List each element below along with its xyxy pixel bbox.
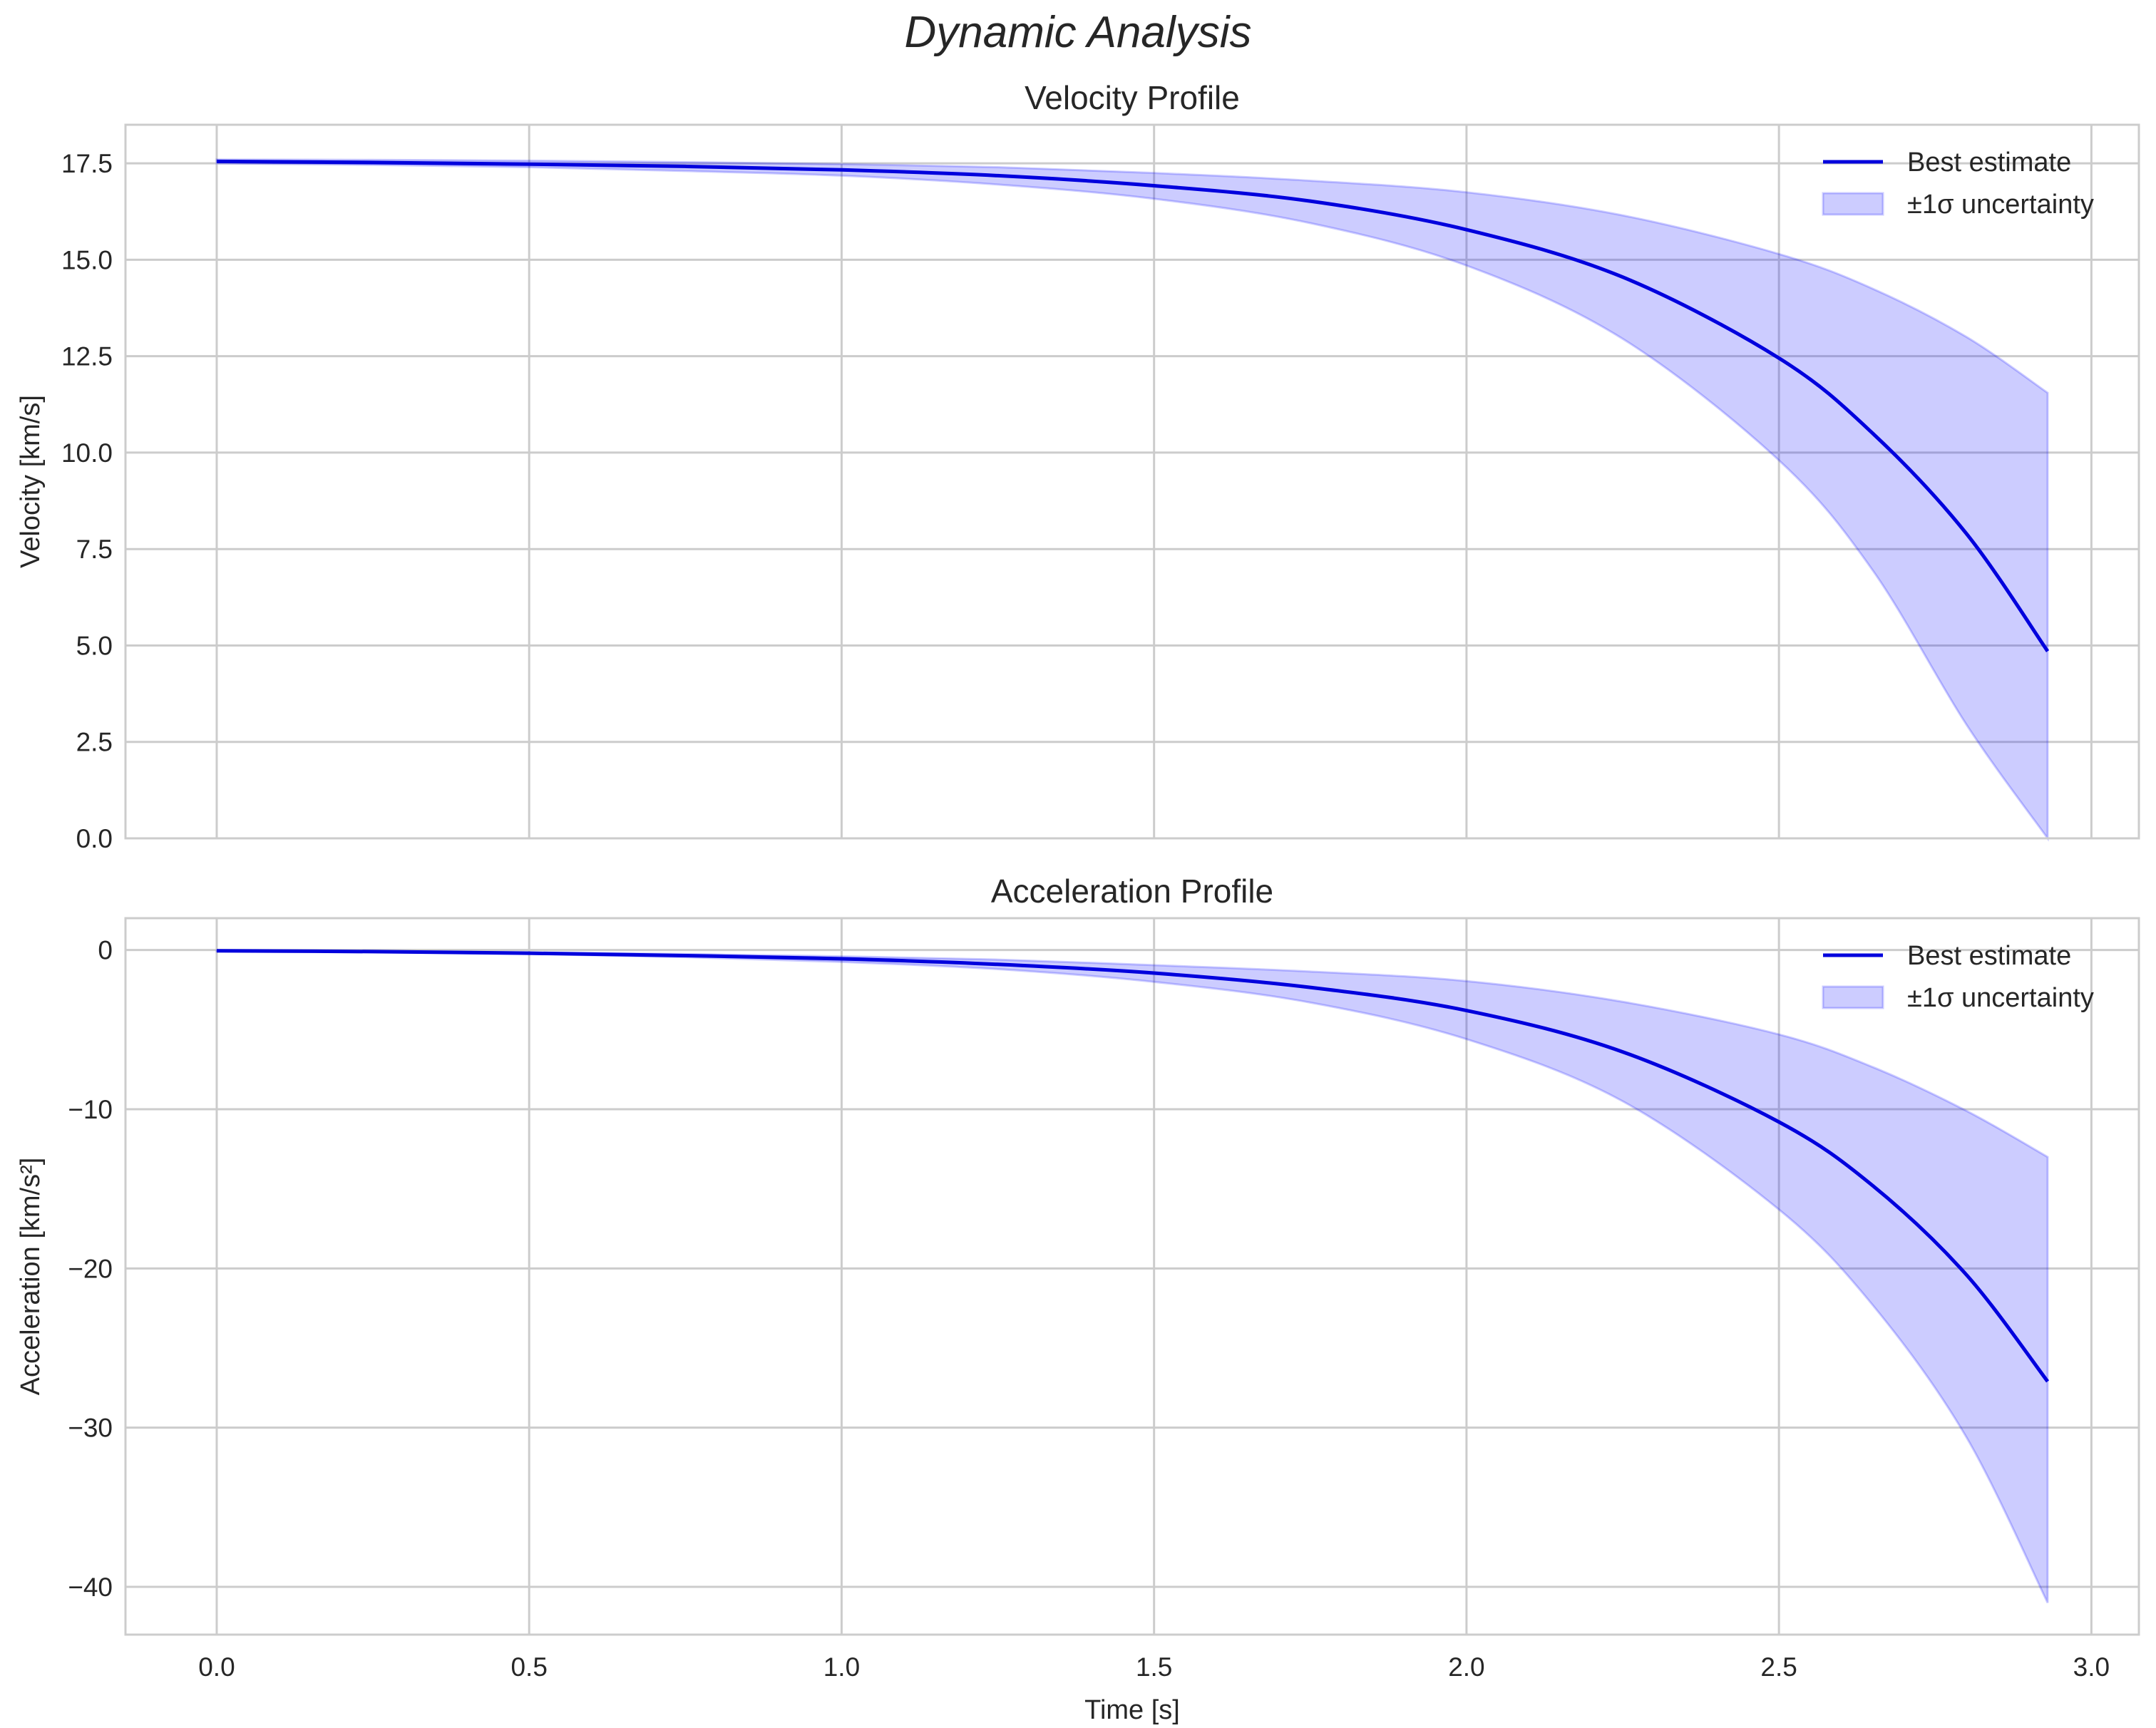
y-tick-label: 0 bbox=[98, 936, 113, 965]
x-tick-label: 2.0 bbox=[1448, 1652, 1484, 1682]
acceleration-best-estimate-line bbox=[216, 949, 2050, 1383]
legend-patch-swatch bbox=[1822, 192, 1884, 216]
velocity-plot-title: Velocity Profile bbox=[1025, 79, 1240, 116]
y-tick-label: 7.5 bbox=[76, 535, 113, 564]
velocity-y-tick-labels: 0.0 2.5 5.0 7.5 10.0 12.5 15.0 17.5 bbox=[61, 149, 113, 853]
x-tick-label: 2.5 bbox=[1760, 1652, 1797, 1682]
y-tick-label: 10.0 bbox=[61, 438, 113, 468]
acceleration-y-tick-labels: −40 −30 −20 −10 0 bbox=[68, 936, 113, 1602]
y-tick-label: −10 bbox=[68, 1095, 113, 1124]
legend-entry-uncertainty: ±1σ uncertainty bbox=[1907, 983, 2094, 1013]
x-axis-label: Time [s] bbox=[1084, 1695, 1180, 1725]
y-tick-label: −20 bbox=[68, 1254, 113, 1283]
x-tick-label: 0.0 bbox=[198, 1652, 235, 1682]
y-tick-label: 17.5 bbox=[61, 149, 113, 178]
velocity-best-estimate-line bbox=[216, 159, 2050, 652]
x-tick-label: 1.0 bbox=[823, 1652, 860, 1682]
velocity-axes-frame bbox=[124, 123, 2140, 840]
y-tick-label: −40 bbox=[68, 1573, 113, 1602]
legend-entry-best-estimate: Best estimate bbox=[1907, 941, 2071, 971]
acceleration-uncertainty-band bbox=[215, 950, 2049, 1603]
x-tick-label: 0.5 bbox=[510, 1652, 547, 1682]
legend-patch-swatch bbox=[1822, 985, 1884, 1009]
acceleration-axes-frame bbox=[124, 917, 2140, 1636]
x-tick-label: 3.0 bbox=[2073, 1652, 2110, 1682]
y-tick-label: 15.0 bbox=[61, 245, 113, 274]
velocity-legend: Best estimate ±1σ uncertainty bbox=[1822, 148, 2094, 220]
y-tick-label: 0.0 bbox=[76, 824, 113, 853]
legend-entry-best-estimate: Best estimate bbox=[1907, 148, 2071, 178]
y-tick-label: −30 bbox=[68, 1414, 113, 1443]
y-tick-label: 2.5 bbox=[76, 728, 113, 757]
y-tick-label: 5.0 bbox=[76, 631, 113, 660]
velocity-axes: 0.0 2.5 5.0 7.5 10.0 12.5 15.0 17.5 Velocity Pr… bbox=[16, 79, 2140, 853]
acceleration-plot-title: Acceleration Profile bbox=[991, 873, 1273, 910]
acceleration-axes: −40 −30 −20 −10 0 0.0 0.5 1.0 1.5 2.0 2.5 3.0 Acce… bbox=[16, 873, 2140, 1725]
figure-suptitle: Dynamic Analysis bbox=[904, 8, 1252, 57]
legend-entry-uncertainty: ±1σ uncertainty bbox=[1907, 190, 2094, 220]
velocity-uncertainty-band bbox=[215, 158, 2049, 842]
acceleration-y-axis-label: Acceleration [km/s²] bbox=[16, 1158, 46, 1396]
acceleration-legend: Best estimate ±1σ uncertainty bbox=[1822, 941, 2094, 1013]
y-tick-label: 12.5 bbox=[61, 342, 113, 371]
acceleration-x-tick-labels: 0.0 0.5 1.0 1.5 2.0 2.5 3.0 bbox=[198, 1652, 2110, 1682]
x-tick-label: 1.5 bbox=[1136, 1652, 1172, 1682]
velocity-y-axis-label: Velocity [km/s] bbox=[16, 395, 46, 568]
acceleration-grid bbox=[125, 918, 2139, 1635]
